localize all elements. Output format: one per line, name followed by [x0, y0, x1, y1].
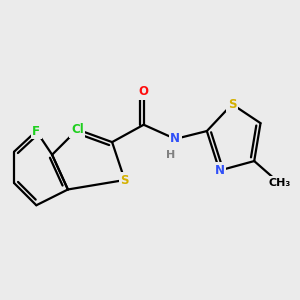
- Text: N: N: [170, 132, 180, 146]
- Text: O: O: [139, 85, 149, 98]
- Text: F: F: [32, 124, 40, 138]
- Text: S: S: [121, 173, 129, 187]
- Text: H: H: [166, 150, 175, 161]
- Text: S: S: [228, 98, 236, 111]
- Text: Cl: Cl: [71, 123, 84, 136]
- Text: N: N: [214, 164, 224, 177]
- Text: CH₃: CH₃: [268, 178, 291, 188]
